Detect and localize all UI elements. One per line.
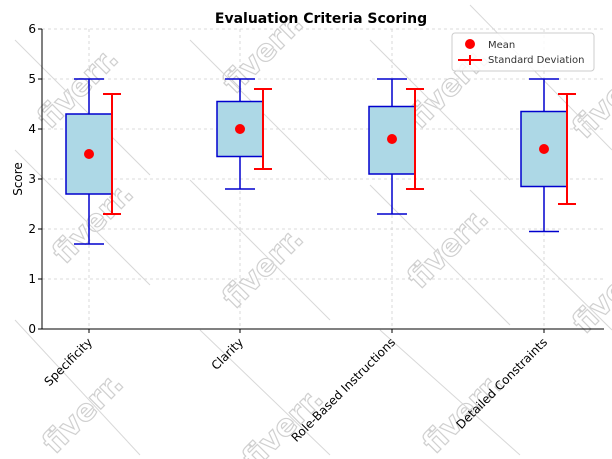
watermark-line [469, 189, 612, 331]
watermark-line [199, 329, 331, 456]
x-tick-label: Clarity [209, 335, 247, 373]
x-tick-label: Specificity [41, 335, 95, 389]
y-tick-label: 4 [28, 122, 36, 136]
y-tick-label: 2 [28, 222, 36, 236]
watermark-text: fiverr. [401, 201, 496, 296]
mean-point [84, 149, 94, 159]
std-bars [103, 88, 576, 215]
watermark-line [14, 319, 141, 456]
legend-mean-label: Mean [488, 40, 515, 51]
legend-mean-marker [465, 39, 475, 49]
y-tick-label: 3 [28, 172, 36, 186]
box-iqr [216, 100, 264, 158]
watermark-line [14, 149, 151, 286]
watermark-line [369, 39, 511, 181]
watermark-line [369, 184, 511, 326]
y-tick-label: 6 [28, 22, 36, 36]
y-axis-label: Score [11, 162, 25, 196]
grid-lines [42, 28, 604, 330]
y-tick-label: 0 [28, 322, 36, 336]
legend: Mean Standard Deviation [451, 32, 595, 72]
mean-points [84, 124, 549, 159]
mean-point [539, 144, 549, 154]
y-tick-labels: 0 1 2 3 4 5 6 [28, 22, 42, 336]
y-tick-label: 1 [28, 272, 36, 286]
watermark-line [379, 329, 521, 456]
y-tick-label: 5 [28, 72, 36, 86]
watermark-text: fiverr. [216, 221, 311, 316]
watermark-line [469, 4, 612, 151]
watermark-line [14, 39, 151, 176]
watermark-line [189, 179, 331, 321]
watermark: fiverr. fiverr. fiverr.fiverr. fiverr. fiver… [14, 4, 612, 459]
chart-title: Evaluation Criteria Scoring [215, 11, 427, 27]
mean-point [387, 134, 397, 144]
mean-point [235, 124, 245, 134]
watermark-text: fiverr. [566, 246, 612, 341]
legend-std-label: Standard Deviation [488, 55, 585, 66]
legend-frame [451, 32, 595, 72]
